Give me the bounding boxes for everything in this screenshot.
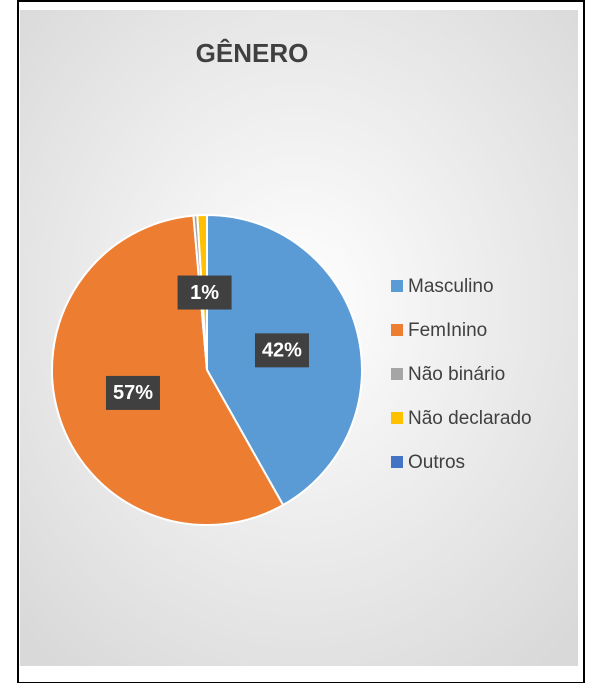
data-labels: 42% 57% 1%: [105, 275, 309, 410]
data-label: 42%: [262, 340, 302, 362]
legend-label: Outros: [408, 452, 465, 473]
pie: [51, 213, 363, 526]
legend-swatch: [391, 456, 403, 468]
legend-label: Não binário: [408, 364, 505, 385]
pie-slice: [51, 214, 285, 526]
chart-title: GÊNERO: [196, 38, 309, 68]
legend-swatch: [391, 280, 403, 292]
data-label-box: [177, 275, 232, 310]
legend-label: Masculino: [408, 276, 494, 297]
data-label-box: [254, 333, 309, 368]
data-label: 1%: [190, 282, 219, 304]
data-label: 57%: [113, 382, 153, 404]
legend-swatch: [391, 368, 403, 380]
legend-swatch: [391, 412, 403, 424]
legend-swatch: [391, 324, 403, 336]
legend: Masculino FemInino Não binário Não declarad…: [391, 276, 532, 473]
data-label-box: [105, 375, 160, 410]
legend-label: Não declarado: [408, 408, 532, 429]
legend-label: FemInino: [408, 320, 487, 341]
